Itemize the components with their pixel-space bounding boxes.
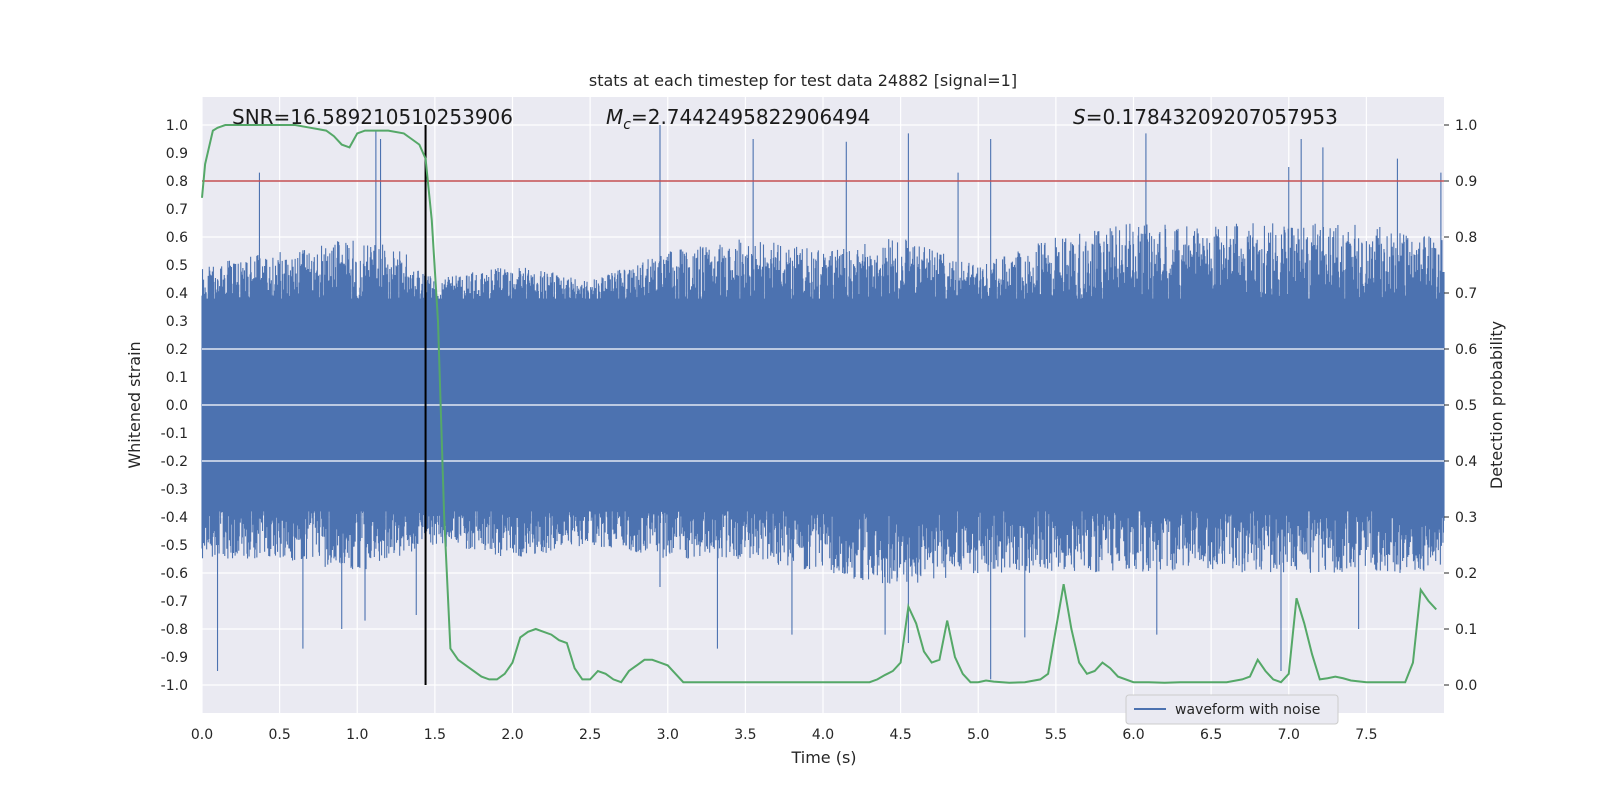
x-tick-label: 6.5 — [1200, 727, 1222, 743]
x-tick-label: 2.0 — [501, 727, 523, 743]
right-y-tick-label: 0.9 — [1455, 174, 1477, 190]
right-y-tick-label: 1.0 — [1455, 118, 1477, 134]
chirp-mass-annotation: Mc=2.7442495822906494 — [606, 105, 870, 133]
x-tick-label: 1.5 — [424, 727, 446, 743]
left-y-tick-label: 0.7 — [166, 202, 188, 218]
right-y-tick-label: 0.6 — [1455, 342, 1477, 358]
left-y-tick-label: -0.4 — [161, 510, 188, 526]
right-y-axis-label: Detection probability — [1487, 321, 1506, 489]
x-tick-label: 3.0 — [657, 727, 679, 743]
x-tick-label: 7.5 — [1355, 727, 1377, 743]
snr-annotation: SNR=16.589210510253906 — [232, 105, 513, 129]
x-ticks: 0.0 0.5 1.0 1.5 2.0 2.5 3.0 3.5 4.0 4.5 5.0 5.5 6.0 6… — [191, 727, 1378, 743]
x-tick-label: 5.0 — [967, 727, 989, 743]
legend: waveform with noise — [1125, 694, 1339, 725]
left-y-tick-label: -0.1 — [161, 426, 188, 442]
left-y-tick-label: -0.2 — [161, 454, 188, 470]
x-tick-label: 0.5 — [268, 727, 290, 743]
left-y-tick-label: 0.9 — [166, 146, 188, 162]
chirp-mass-subscript: c — [623, 117, 631, 133]
left-y-tick-label: 0.0 — [166, 398, 188, 414]
left-y-tick-label: -0.3 — [161, 482, 188, 498]
x-tick-label: 5.5 — [1045, 727, 1067, 743]
chart-title: stats at each timestep for test data 248… — [589, 71, 1017, 90]
left-y-ticks: 1.0 0.9 0.8 0.7 0.6 0.5 0.4 0.3 0.2 0.1 0.0 -0.1 -0.… — [161, 118, 188, 694]
left-y-tick-label: 1.0 — [166, 118, 188, 134]
left-y-tick-label: 0.5 — [166, 258, 188, 274]
left-y-axis-label: Whitened strain — [125, 341, 144, 468]
left-y-tick-label: 0.6 — [166, 230, 188, 246]
right-y-tick-label: 0.0 — [1455, 678, 1477, 694]
x-tick-label: 4.0 — [812, 727, 834, 743]
right-y-tick-label: 0.5 — [1455, 398, 1477, 414]
left-y-tick-label: -0.9 — [161, 650, 188, 666]
s-value: =0.17843209207057953 — [1086, 105, 1338, 129]
chirp-mass-symbol: M — [606, 105, 623, 129]
x-tick-label: 1.0 — [346, 727, 368, 743]
left-y-tick-label: 0.8 — [166, 174, 188, 190]
chirp-mass-value: =2.7442495822906494 — [631, 105, 870, 129]
right-y-tick-label: 0.2 — [1455, 566, 1477, 582]
left-y-tick-label: -0.5 — [161, 538, 188, 554]
x-tick-label: 2.5 — [579, 727, 601, 743]
legend-box — [1125, 694, 1339, 725]
left-y-tick-label: 0.4 — [166, 286, 188, 302]
legend-waveform-label: waveform with noise — [1175, 702, 1320, 718]
right-y-tick-label: 0.1 — [1455, 622, 1477, 638]
right-y-tick-label: 0.3 — [1455, 510, 1477, 526]
right-y-tick-label: 0.7 — [1455, 286, 1477, 302]
s-symbol: S — [1073, 105, 1086, 129]
x-tick-label: 6.0 — [1122, 727, 1144, 743]
x-tick-label: 4.5 — [889, 727, 911, 743]
left-y-tick-label: -0.6 — [161, 566, 188, 582]
x-tick-label: 7.0 — [1278, 727, 1300, 743]
left-y-tick-label: -1.0 — [161, 678, 188, 694]
x-tick-label: 0.0 — [191, 727, 213, 743]
right-y-tick-label: 0.8 — [1455, 230, 1477, 246]
left-y-tick-label: -0.7 — [161, 594, 188, 610]
x-tick-label: 3.5 — [734, 727, 756, 743]
right-y-ticks: 1.0 0.9 0.8 0.7 0.6 0.5 0.4 0.3 0.2 0.1 0.0 — [1444, 118, 1477, 694]
detection-probability-line — [201, 124, 1437, 684]
right-y-tick-label: 0.4 — [1455, 454, 1477, 470]
left-y-tick-label: 0.2 — [166, 342, 188, 358]
waveform-series — [201, 125, 1445, 680]
left-y-tick-label: -0.8 — [161, 622, 188, 638]
left-y-tick-label: 0.1 — [166, 370, 188, 386]
x-axis-label: Time (s) — [790, 748, 856, 767]
s-annotation: S=0.17843209207057953 — [1073, 105, 1338, 129]
left-y-tick-label: 0.3 — [166, 314, 188, 330]
